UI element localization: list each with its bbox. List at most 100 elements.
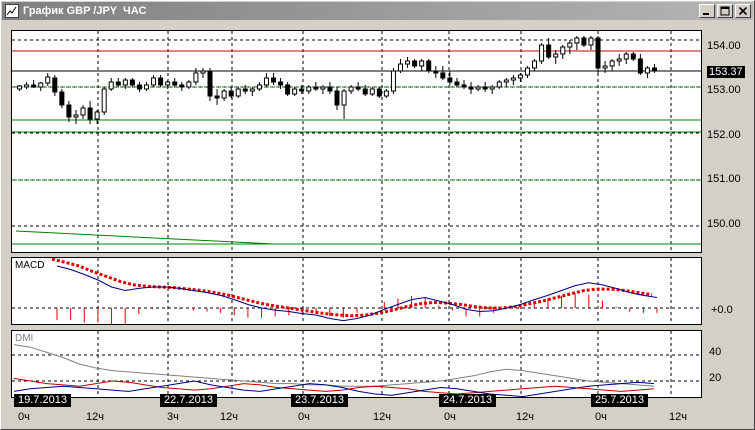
candle-body <box>278 81 284 86</box>
hour-label: 3ч <box>167 411 179 423</box>
date-label: 25.7.2013 <box>591 394 648 407</box>
candle-body <box>193 72 199 83</box>
candle-body <box>454 81 460 86</box>
candle-body <box>122 79 128 86</box>
candle-body <box>214 95 220 99</box>
date-label: 19.7.2013 <box>14 394 71 407</box>
price-chart <box>12 31 701 252</box>
candle-body <box>52 77 58 93</box>
candle-body <box>376 88 382 97</box>
dmi-tick: 20 <box>709 372 722 384</box>
candle-body <box>355 86 361 90</box>
candle-body <box>560 46 566 55</box>
date-label: 22.7.2013 <box>160 394 217 407</box>
macd-label: MACD <box>15 260 45 271</box>
hour-label: 12ч <box>516 411 534 423</box>
candle-body <box>66 104 72 118</box>
candle-body <box>256 84 262 90</box>
candle-body <box>588 37 594 46</box>
date-label: 23.7.2013 <box>291 394 348 407</box>
candle-body <box>186 81 192 88</box>
candle-body <box>348 86 354 92</box>
candle-body <box>299 88 305 92</box>
candle-body <box>510 77 516 81</box>
candle-body <box>207 70 213 97</box>
minimize-icon <box>703 13 709 15</box>
candle-body <box>440 72 446 79</box>
candle-body <box>517 74 523 79</box>
candle-body <box>426 60 432 72</box>
candle-body <box>383 90 389 97</box>
candle-body <box>59 91 65 106</box>
candle-body <box>412 60 418 67</box>
candle-body <box>567 42 573 48</box>
candle-body <box>574 37 580 44</box>
candle-body <box>249 88 255 92</box>
price-tick: 153.00 <box>707 84 741 96</box>
candle-body <box>581 37 587 46</box>
hour-label: 12ч <box>373 411 391 423</box>
price-tick: 150.00 <box>707 218 741 230</box>
candle-body <box>320 86 326 90</box>
date-label: 24.7.2013 <box>439 394 496 407</box>
candle-body <box>553 53 559 58</box>
candle-body <box>73 114 79 118</box>
candle-body <box>228 90 234 97</box>
candle-body <box>532 60 538 69</box>
macd-panel[interactable]: MACD <box>11 257 702 325</box>
candle-body <box>94 111 100 120</box>
candle-body <box>468 86 474 90</box>
close-button[interactable] <box>735 4 751 18</box>
candle-body <box>165 81 171 86</box>
candle-body <box>362 88 368 95</box>
candle-body <box>341 90 347 106</box>
dmi-tick: 40 <box>709 346 722 358</box>
candle-body <box>609 60 615 67</box>
candle-body <box>405 60 411 65</box>
dmi-panel[interactable]: DMI <box>11 330 702 398</box>
current-price-badge: 153.37 <box>707 66 745 78</box>
candle-body <box>38 82 44 88</box>
candle-body <box>200 70 206 74</box>
candle-body <box>651 67 657 71</box>
candle-body <box>419 60 425 67</box>
price-tick: 152.00 <box>707 129 741 141</box>
candle-body <box>546 44 552 58</box>
candle-body <box>235 88 241 97</box>
close-icon <box>738 6 748 16</box>
macd-signal-line <box>51 258 653 318</box>
candle-body <box>17 85 23 90</box>
candle-body <box>496 81 502 88</box>
candle-body <box>482 86 488 90</box>
candle-body <box>489 86 495 90</box>
hour-label: 0ч <box>444 411 456 423</box>
dmi-label: DMI <box>15 333 34 344</box>
price-tick: 151.00 <box>707 173 741 185</box>
candle-body <box>334 90 340 106</box>
hour-label: 12ч <box>220 411 238 423</box>
candle-body <box>292 88 298 95</box>
title-bar[interactable]: График GBP /JPY ЧАС <box>2 2 753 20</box>
maximize-icon <box>720 6 730 16</box>
candle-body <box>115 81 121 86</box>
candle-body <box>327 86 333 92</box>
macd-zero-tick: +0.0 <box>711 304 733 316</box>
candle-body <box>31 84 37 88</box>
candle-body <box>87 107 93 120</box>
price-panel[interactable] <box>11 30 702 253</box>
candle-body <box>129 79 135 86</box>
candle-body <box>179 84 185 88</box>
minimize-button[interactable] <box>699 4 715 18</box>
dmi-minus-line <box>13 377 655 395</box>
maximize-button[interactable] <box>717 4 733 18</box>
candle-body <box>172 81 178 86</box>
candle-body <box>108 81 114 90</box>
hour-label: 0ч <box>18 411 30 423</box>
candle-body <box>524 67 530 76</box>
window-title: График GBP /JPY ЧАС <box>23 5 147 17</box>
candle-body <box>461 84 467 88</box>
macd-main-line <box>56 265 658 322</box>
candle-body <box>306 86 312 92</box>
candle-body <box>136 84 142 90</box>
